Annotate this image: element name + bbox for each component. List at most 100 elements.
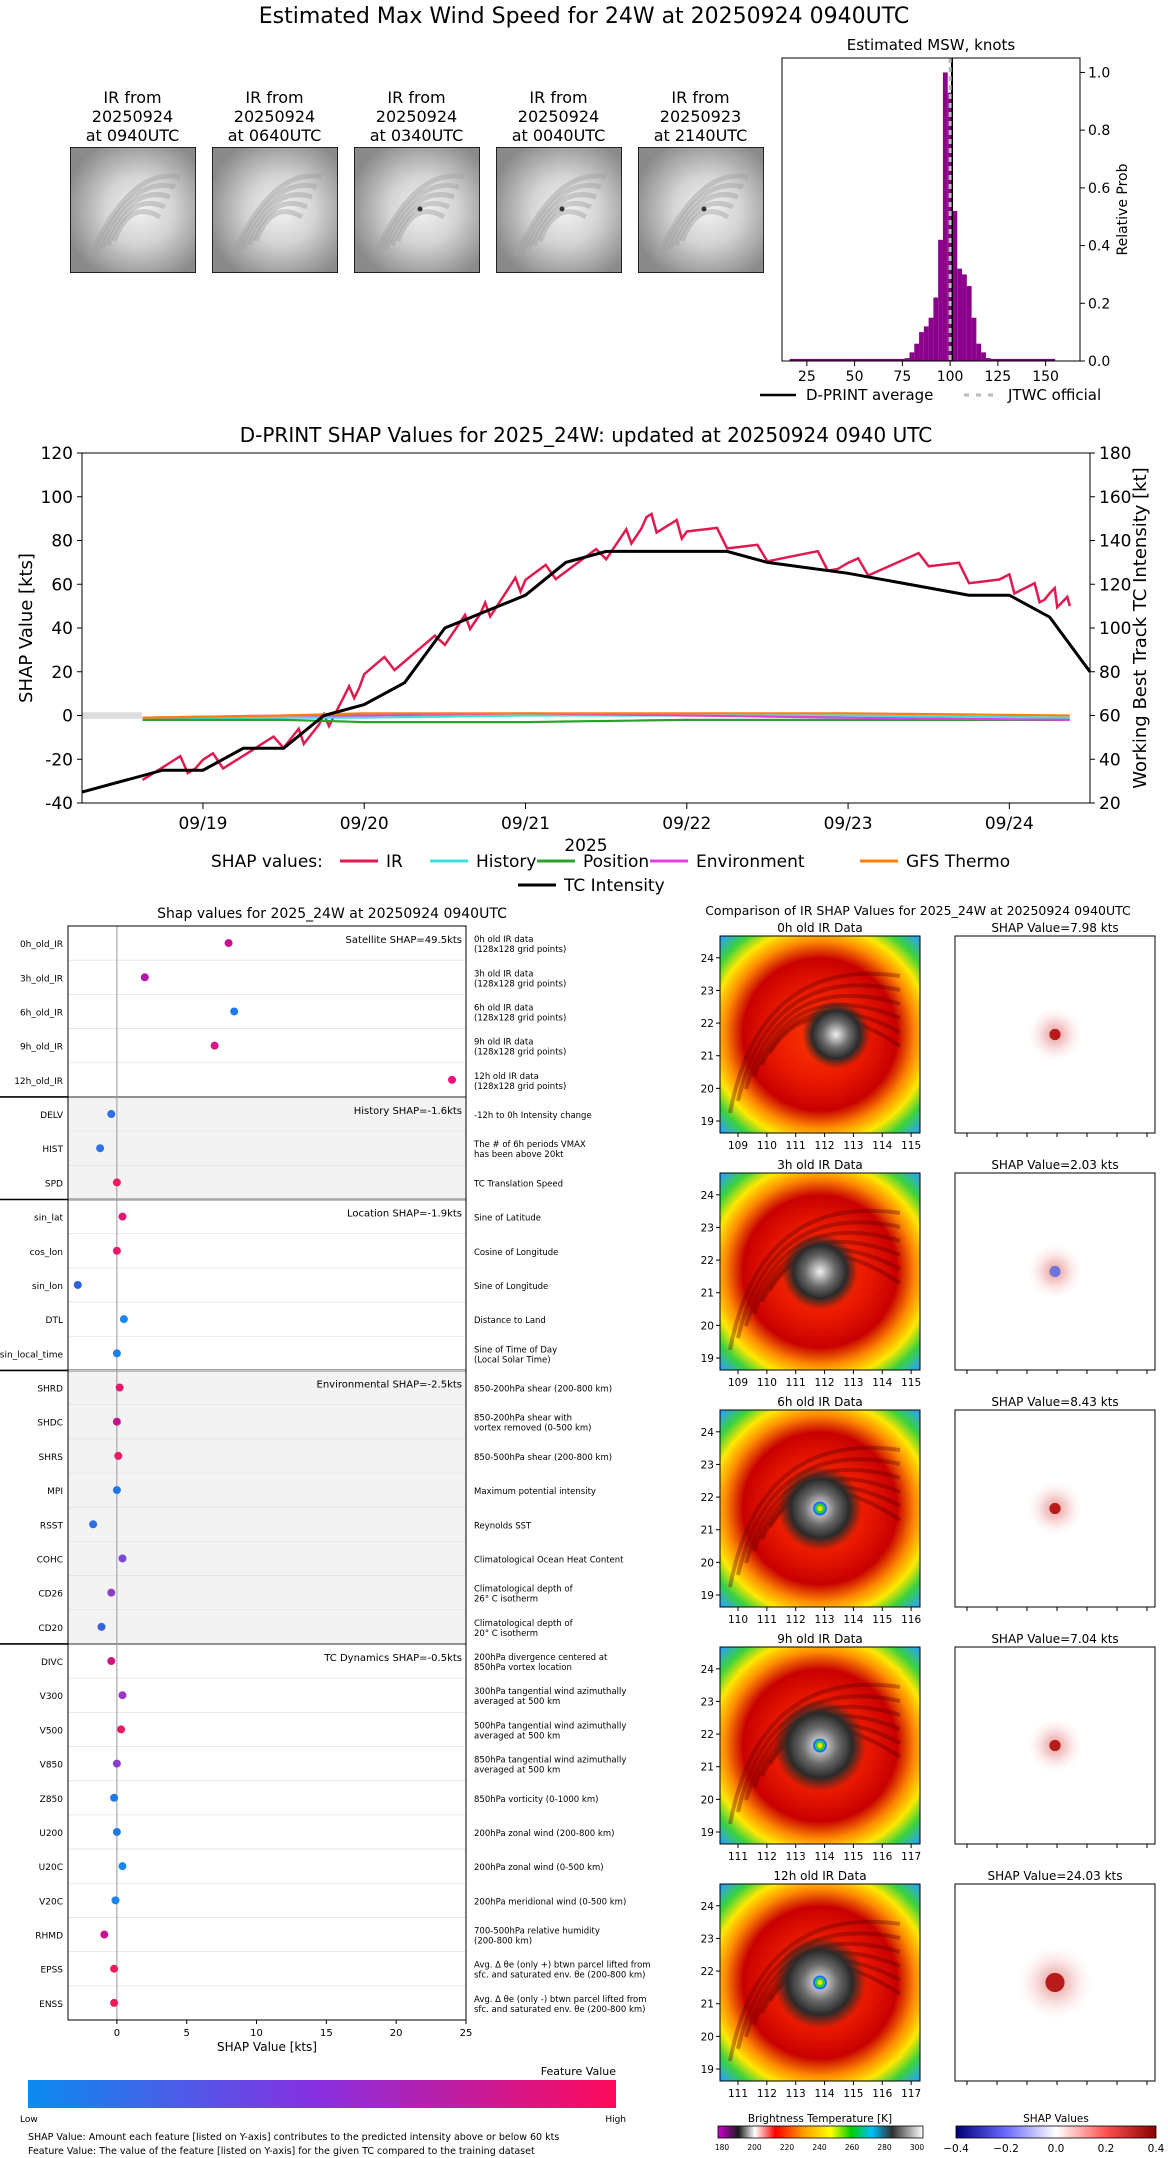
irc-ir-frame: [719, 1409, 921, 1608]
hist-xtick-label: 100: [937, 369, 964, 385]
ts-ytick-left-label: 40: [51, 619, 73, 639]
irc-shap-title: SHAP Value=8.43 kts: [991, 1395, 1118, 1409]
hist-ytick-label: 0.6: [1088, 181, 1110, 197]
ir-thumbnail-caption: IR from: [387, 88, 446, 107]
irc-xtick-label: 114: [872, 1377, 892, 1389]
irc-ytick-label: 21: [701, 1051, 714, 1063]
irc-ytick-label: 21: [701, 1762, 714, 1774]
main-title: Estimated Max Wind Speed for 24W at 2025…: [258, 4, 910, 29]
feat-row-name: ENSS: [39, 2000, 63, 2010]
feat-row-name: COHC: [37, 1555, 63, 1565]
feat-point: [118, 1554, 127, 1563]
irc-ytick-label: 19: [701, 2064, 714, 2076]
feat-xtick-label: 25: [460, 2028, 473, 2039]
irc-ir-title: 3h old IR Data: [777, 1158, 863, 1172]
irc-ytick-label: 24: [701, 1190, 715, 1202]
hist-xtick-label: 75: [893, 369, 911, 385]
irc-xtick-label: 114: [843, 1614, 863, 1626]
ir-thumbnail-image: [70, 147, 196, 273]
feat-row-name: 3h_old_IR: [20, 974, 63, 984]
feat-group-label: Location SHAP=-1.9kts: [347, 1209, 462, 1220]
ir-thumbnail-caption: at 2140UTC: [653, 126, 748, 145]
feat-title: Shap values for 2025_24W at 20250924 094…: [157, 906, 507, 922]
feat-row-desc: Cosine of Longitude: [474, 1248, 558, 1258]
feat-group-label: TC Dynamics SHAP=-0.5kts: [323, 1653, 462, 1664]
feat-point: [448, 1075, 457, 1084]
irc-xtick-label: 109: [728, 1140, 748, 1152]
irc-xtick-label: 115: [872, 1614, 892, 1626]
feat-point: [118, 1212, 127, 1221]
irc-ytick-label: 22: [701, 1966, 714, 1978]
msw-histogram: Estimated MSW, knots 25 50 75 100 125 150 0.0 0.…: [760, 36, 1131, 404]
hist-ytick-label: 0.4: [1088, 239, 1110, 255]
feat-colorbar-high: High: [605, 2115, 626, 2125]
feat-row-desc: 200hPa zonal wind (0-500 km): [474, 1863, 604, 1873]
ir-thumbnail-caption: IR from: [245, 88, 304, 107]
irc-ytick-label: 24: [701, 1901, 715, 1913]
ts-ytick-left-label: 80: [51, 532, 73, 552]
ts-ytick-right-label: 20: [1099, 794, 1121, 814]
ir-thumbnail-caption: 20250924: [233, 107, 316, 126]
irc-ytick-label: 21: [701, 1525, 714, 1537]
feat-row-desc: 200hPa meridional wind (0-500 km): [474, 1897, 626, 1907]
feat-point: [112, 1827, 121, 1836]
ir-thumbnail-caption: IR from: [529, 88, 588, 107]
irc-ytick-label: 20: [701, 1083, 714, 1095]
ir-shap-comparison: Comparison of IR SHAP Values for 2025_24…: [701, 903, 1165, 2155]
irc-ir-eye: [817, 1743, 823, 1748]
irc-bt-tick-label: 200: [747, 2143, 762, 2152]
feat-row-name: DELV: [40, 1111, 64, 1121]
feat-point: [97, 1622, 106, 1631]
hist-bar: [971, 317, 977, 361]
feat-row-desc: TC Translation Speed: [473, 1179, 563, 1189]
feat-point: [96, 1144, 105, 1153]
irc-shap-title: SHAP Value=7.04 kts: [991, 1632, 1118, 1646]
feat-point: [73, 1280, 82, 1289]
ts-legend-label: Environment: [696, 852, 805, 872]
feat-point: [110, 1998, 119, 2007]
irc-bt-tick-label: 300: [910, 2143, 925, 2152]
hist-bar: [919, 332, 924, 361]
irc-shap-tick-label: −0.2: [993, 2143, 1019, 2155]
ts-xlabel: 2025: [564, 836, 607, 856]
irc-xtick-label: 116: [901, 1614, 921, 1626]
ir-thumbnail-caption: at 0940UTC: [85, 126, 180, 145]
ir-thumbnail-panel: IR from 20250924 at 0340UTC: [344, 88, 489, 145]
irc-ir-core: [782, 1233, 858, 1310]
feat-row-desc: (200-800 km): [474, 1937, 532, 1947]
feat-xtick-label: 5: [184, 2028, 190, 2039]
feat-point: [112, 1246, 121, 1255]
hist-bar: [938, 239, 943, 361]
feat-row-name: RSST: [40, 1521, 64, 1531]
feat-row-desc: sfc. and saturated env. θe (200-800 km): [474, 2005, 646, 2015]
ts-ytick-left-label: 120: [41, 444, 73, 464]
hist-bar: [990, 359, 996, 361]
feat-row-name: U20C: [39, 1863, 63, 1873]
ts-ytick-left-label: 0: [62, 707, 73, 727]
ts-ytick-right-label: 160: [1099, 488, 1131, 508]
ts-ylabel-left: SHAP Value [kts]: [16, 553, 37, 703]
ts-legend-prefix: SHAP values:: [211, 852, 323, 872]
ts-xtick-label: 09/21: [501, 814, 550, 834]
hist-bar: [914, 343, 920, 361]
irc-ir-frame: [719, 1172, 921, 1371]
irc-xtick-label: 114: [815, 1851, 835, 1863]
hist-xtick-label: 150: [1032, 369, 1059, 385]
irc-xtick-label: 111: [786, 1377, 806, 1389]
ir-thumbnail-caption: 20250923: [659, 107, 742, 126]
feat-point: [112, 1486, 121, 1495]
irc-ytick-label: 20: [701, 1557, 714, 1569]
irc-bt-cbar-title: Brightness Temperature [K]: [748, 2113, 892, 2125]
irc-xtick-label: 114: [872, 1140, 892, 1152]
feat-row-desc: 700-500hPa relative humidity: [474, 1927, 600, 1937]
irc-xtick-label: 111: [728, 1851, 748, 1863]
feat-row-desc: 9h old IR data: [474, 1038, 533, 1048]
feat-row-desc: (128x128 grid points): [474, 1048, 566, 1058]
irc-ir-title: 0h old IR Data: [777, 921, 863, 935]
feat-group-label: Environmental SHAP=-2.5kts: [317, 1379, 463, 1390]
feat-row-desc: (128x128 grid points): [474, 979, 566, 989]
feat-row-desc: The # of 6h periods VMAX: [473, 1140, 586, 1150]
feat-row-desc: Climatological Ocean Heat Content: [474, 1555, 624, 1565]
shap-timeseries-chart: D-PRINT SHAP Values for 2025_24W: update…: [16, 423, 1151, 896]
feat-row-desc: 850-200hPa shear (200-800 km): [474, 1385, 612, 1395]
